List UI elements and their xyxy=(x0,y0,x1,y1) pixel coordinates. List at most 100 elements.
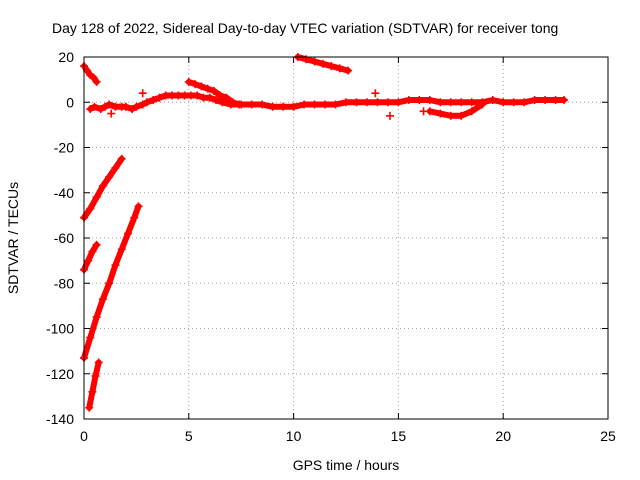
data-point xyxy=(383,98,392,107)
data-point xyxy=(457,98,466,107)
data-point xyxy=(100,102,109,111)
data-point xyxy=(415,95,424,104)
y-tick-label: 20 xyxy=(58,49,74,65)
data-point xyxy=(111,261,120,270)
data-point xyxy=(105,172,114,181)
data-point xyxy=(436,98,445,107)
y-tick-label: -40 xyxy=(54,185,74,201)
data-point xyxy=(98,181,107,190)
data-point xyxy=(107,109,116,118)
data-point xyxy=(203,84,212,93)
data-point xyxy=(559,95,568,104)
data-point xyxy=(142,98,151,107)
data-point xyxy=(394,98,403,107)
data-point xyxy=(344,66,353,75)
data-point xyxy=(335,64,344,73)
data-point xyxy=(86,105,95,114)
x-tick-label: 15 xyxy=(391,428,407,444)
data-points xyxy=(80,53,568,412)
y-tick-label: 0 xyxy=(66,94,74,110)
data-point xyxy=(193,91,202,100)
data-point xyxy=(235,100,244,109)
data-point xyxy=(96,105,105,114)
data-point xyxy=(92,313,101,322)
data-point xyxy=(117,154,126,163)
data-point xyxy=(530,95,539,104)
data-point xyxy=(89,73,98,82)
series-arc-rise-a xyxy=(80,154,126,222)
data-point xyxy=(197,82,206,91)
data-point xyxy=(138,89,147,98)
data-point xyxy=(94,358,103,367)
data-point xyxy=(191,80,200,89)
y-tick-label: -120 xyxy=(46,366,74,382)
data-point xyxy=(134,202,143,211)
data-point xyxy=(373,98,382,107)
series-arc-near-zero-main xyxy=(86,91,568,114)
data-point xyxy=(218,98,227,107)
data-point xyxy=(279,102,288,111)
data-point xyxy=(436,109,445,118)
data-point xyxy=(488,95,497,104)
data-point xyxy=(467,98,476,107)
chart-title: Day 128 of 2022, Sidereal Day-to-day VTE… xyxy=(52,20,558,36)
data-point xyxy=(117,245,126,254)
x-tick-label: 0 xyxy=(80,428,88,444)
data-point xyxy=(228,98,237,107)
data-point xyxy=(331,100,340,109)
series-arc-rise-d xyxy=(85,358,103,412)
data-point xyxy=(184,77,193,86)
data-point xyxy=(130,213,139,222)
data-point xyxy=(362,98,371,107)
series-arc-10-12h xyxy=(293,53,353,75)
series-track xyxy=(86,359,102,411)
data-point xyxy=(247,100,256,109)
data-point xyxy=(342,98,350,107)
data-point xyxy=(425,95,434,104)
y-tick-label: -100 xyxy=(46,321,74,337)
series-arc-dip-17-19h xyxy=(425,100,487,120)
data-point xyxy=(111,163,120,172)
data-point xyxy=(90,102,99,111)
y-tick-label: -80 xyxy=(54,275,74,291)
data-point xyxy=(268,102,277,111)
data-point xyxy=(404,95,413,104)
data-point xyxy=(92,240,101,249)
data-point xyxy=(321,100,330,109)
x-ticks: 0 5 10 15 20 25 xyxy=(80,57,616,444)
data-point xyxy=(318,59,327,68)
data-point xyxy=(91,372,100,381)
data-point xyxy=(446,111,455,120)
data-point xyxy=(289,102,298,111)
data-point xyxy=(92,193,101,202)
data-point xyxy=(138,100,147,109)
data-point xyxy=(209,86,218,95)
data-point xyxy=(124,229,133,238)
y-tick-label: -60 xyxy=(54,230,74,246)
series-track xyxy=(81,241,100,273)
grid-layer xyxy=(84,57,608,419)
data-point xyxy=(222,93,231,102)
y-ticks: -140 -120 -100 -80 -60 -40 -20 0 20 xyxy=(46,49,608,427)
data-point xyxy=(88,247,97,256)
outlier-points xyxy=(107,89,428,120)
data-point xyxy=(128,105,137,114)
series-arc-near-start xyxy=(80,62,101,86)
data-point xyxy=(258,100,267,109)
data-point xyxy=(446,98,455,107)
series-arc-rise-c xyxy=(80,202,143,362)
data-point xyxy=(86,204,95,213)
data-point xyxy=(352,98,361,107)
data-point xyxy=(85,403,94,412)
data-point xyxy=(98,295,107,304)
data-point xyxy=(132,102,141,111)
x-tick-label: 25 xyxy=(600,428,616,444)
data-point xyxy=(84,256,93,265)
data-point xyxy=(105,279,114,288)
data-point xyxy=(467,107,476,116)
data-point xyxy=(149,95,158,104)
x-axis-label: GPS time / hours xyxy=(293,457,400,473)
plot-frame xyxy=(83,56,609,420)
data-point xyxy=(478,100,487,109)
